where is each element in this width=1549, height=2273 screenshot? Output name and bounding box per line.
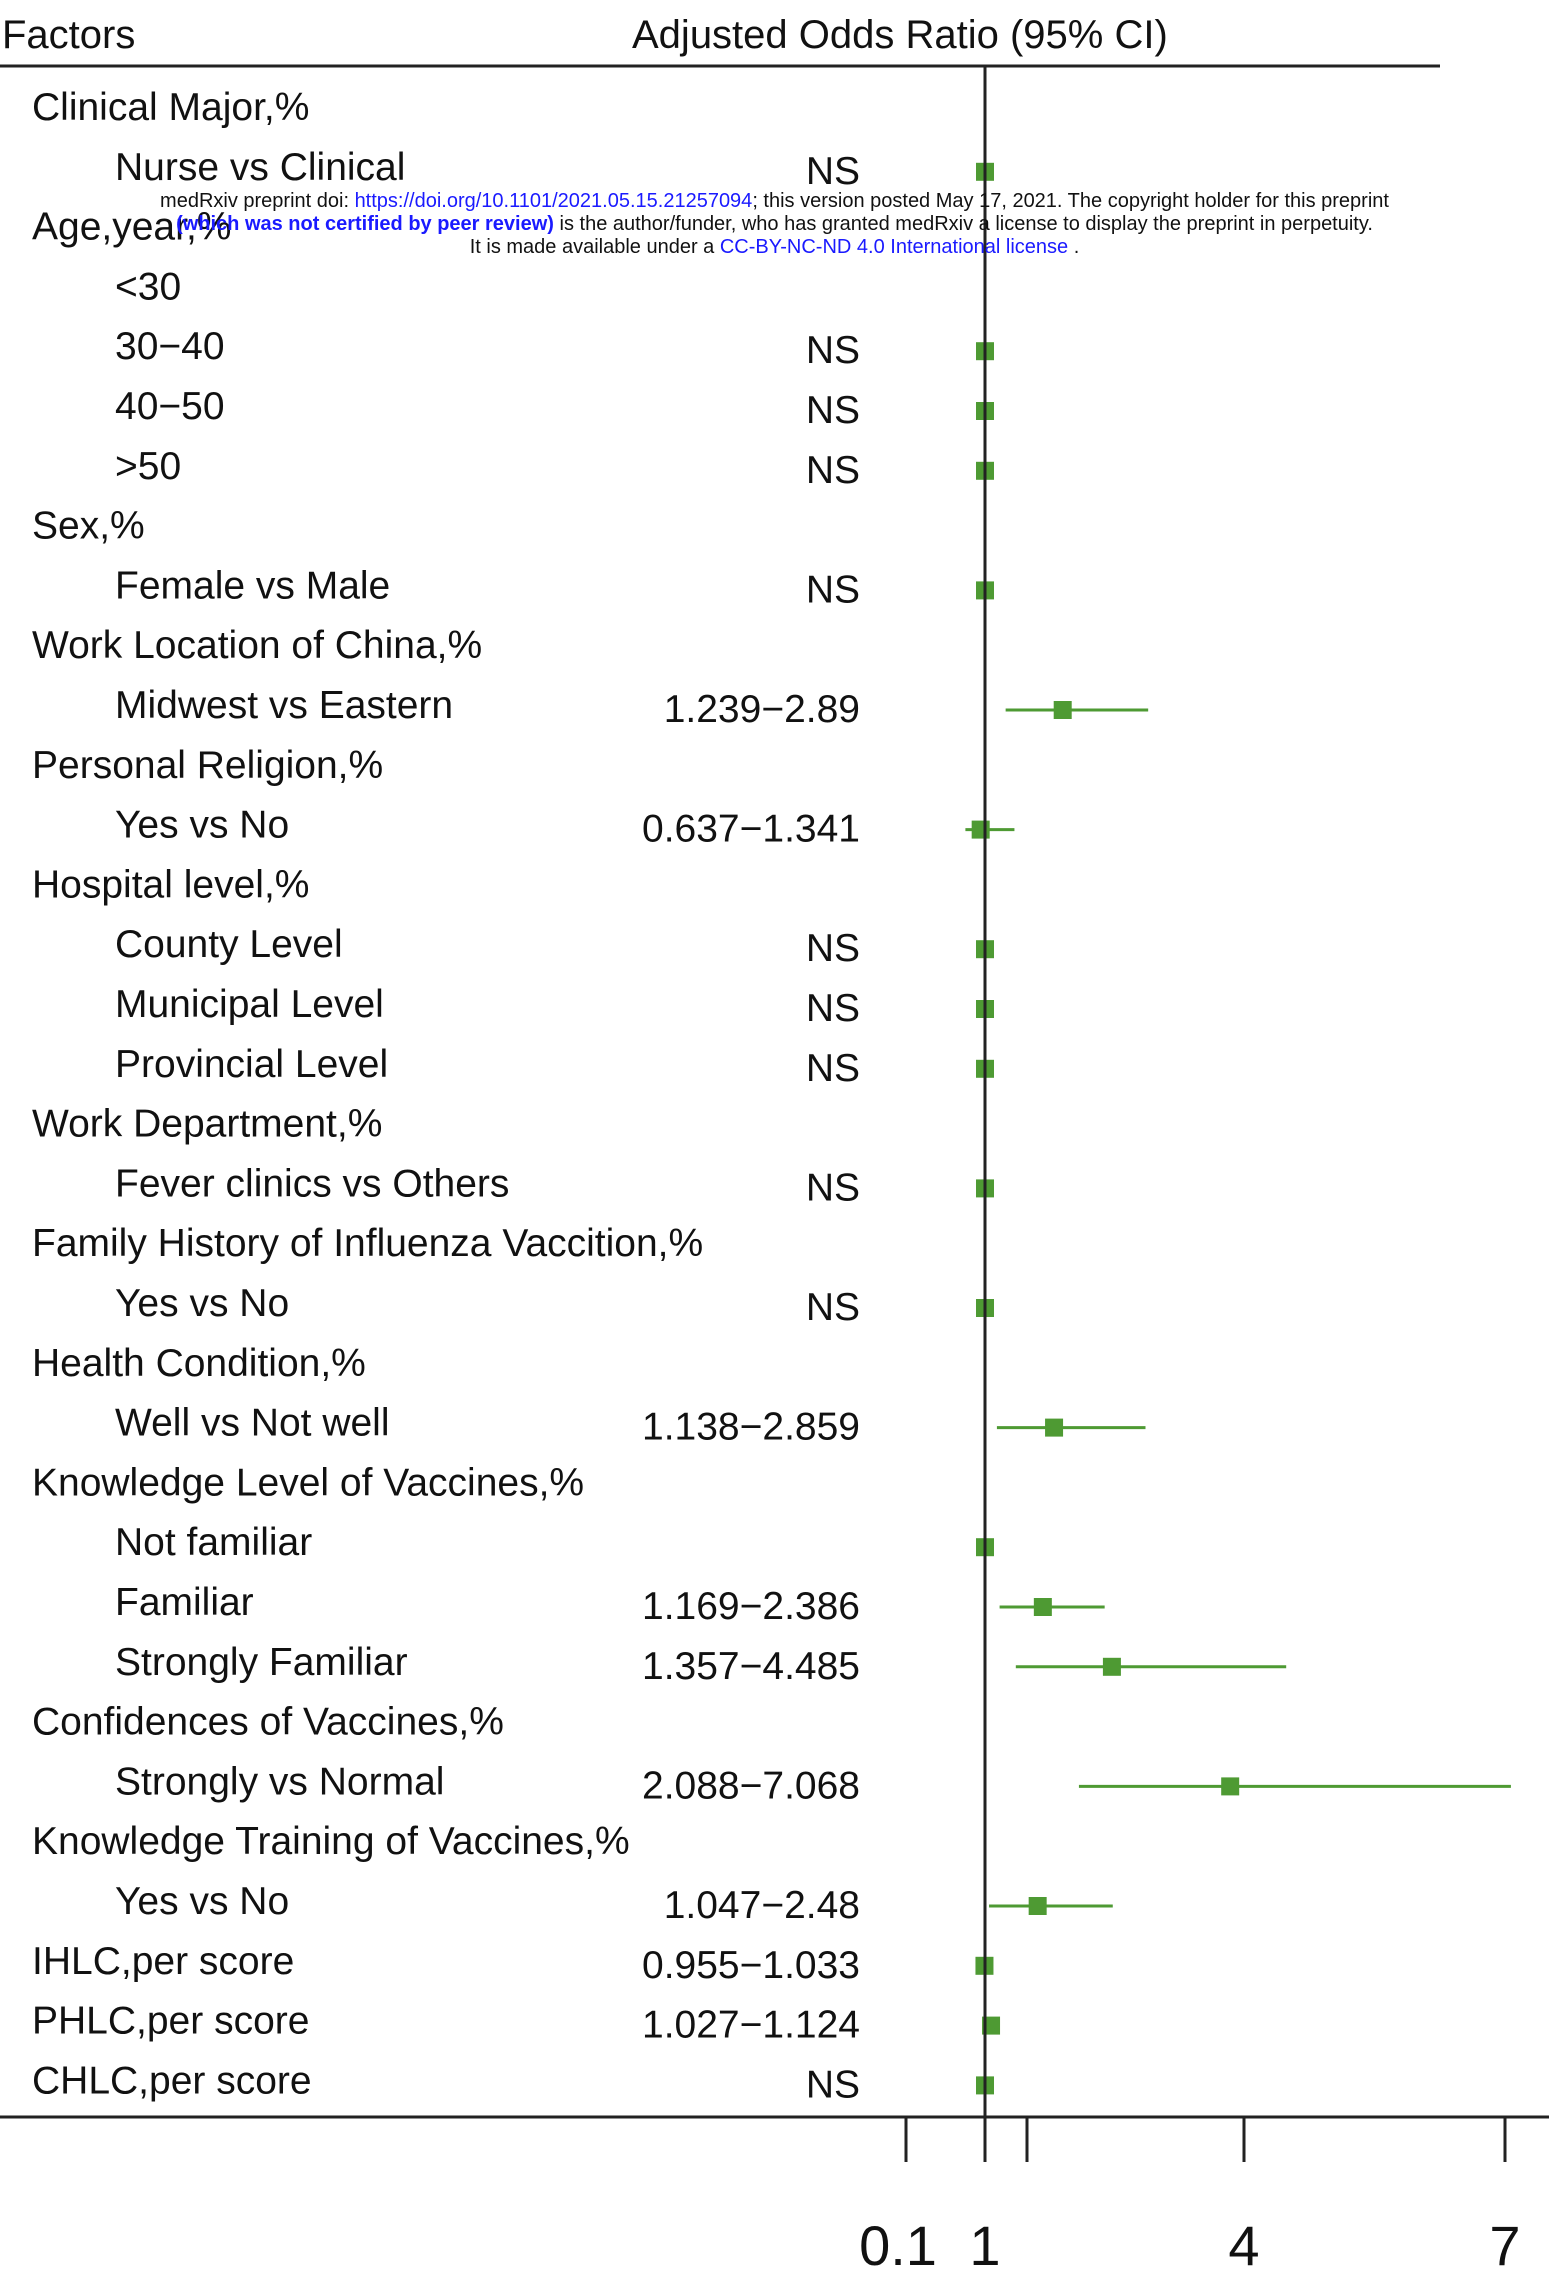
category-label: Work Location of China,%: [32, 624, 482, 667]
row-label: 30−40: [115, 325, 225, 368]
ci-label: 2.088−7.068: [642, 1764, 860, 1807]
category-label: Family History of Influenza Vaccition,%: [32, 1222, 703, 1265]
category-label: Work Department,%: [32, 1103, 382, 1146]
ci-label: NS: [806, 1286, 860, 1329]
ci-label: 0.637−1.341: [642, 808, 860, 851]
odds-ratio-point: [1102, 1657, 1121, 1676]
category-label: Knowledge Level of Vaccines,%: [32, 1461, 584, 1504]
row-label: Strongly Familiar: [115, 1641, 408, 1684]
header-measure: Adjusted Odds Ratio (95% CI): [632, 13, 1168, 57]
ci-label: NS: [806, 449, 860, 492]
category-label: Sex,%: [32, 505, 145, 548]
category-label: Health Condition,%: [32, 1342, 366, 1385]
ci-label: NS: [806, 1047, 860, 1090]
forest-marks: [965, 162, 1511, 2095]
row-label: Not familiar: [115, 1521, 312, 1564]
x-tick-label: 4: [1228, 2214, 1259, 2273]
odds-ratio-point: [1033, 1598, 1052, 1616]
row-label: Familiar: [115, 1581, 254, 1624]
ci-label: 1.357−4.485: [642, 1645, 860, 1688]
ci-label: 1.239−2.89: [664, 688, 860, 731]
ci-label: 1.027−1.124: [642, 2004, 860, 2047]
category-label: Personal Religion,%: [32, 744, 383, 787]
ci-label: NS: [806, 987, 860, 1030]
row-label: County Level: [115, 923, 343, 966]
ci-label: NS: [806, 150, 860, 193]
ci-label: NS: [806, 1166, 860, 1209]
odds-ratio-point: [1053, 701, 1072, 719]
row-label: Yes vs No: [115, 804, 289, 847]
row-label: PHLC,per score: [32, 2000, 309, 2043]
row-label: Fever clinics vs Others: [115, 1162, 509, 1205]
ci-label: 1.047−2.48: [664, 1884, 860, 1927]
category-label: Hospital level,%: [32, 863, 309, 906]
row-label: >50: [115, 445, 181, 488]
ci-label: NS: [806, 2063, 860, 2106]
odds-ratio-point: [1221, 1777, 1240, 1796]
category-label: Clinical Major,%: [32, 86, 309, 129]
odds-ratio-point: [982, 2016, 1001, 2035]
ci-label: NS: [806, 568, 860, 611]
row-label: 40−50: [115, 385, 225, 428]
row-label: Well vs Not well: [115, 1402, 390, 1445]
category-label: Age,year,%: [32, 206, 231, 249]
ci-label: NS: [806, 329, 860, 372]
row-label: Strongly vs Normal: [115, 1760, 444, 1803]
row-label: Nurse vs Clinical: [115, 146, 405, 189]
ci-label: 1.169−2.386: [642, 1585, 860, 1628]
row-label: Provincial Level: [115, 1043, 388, 1086]
row-label: Municipal Level: [115, 983, 384, 1026]
x-tick-label: 7: [1489, 2214, 1520, 2273]
row-label: Midwest vs Eastern: [115, 684, 453, 727]
header-factors: Factors: [2, 13, 135, 57]
row-label: CHLC,per score: [32, 2059, 312, 2102]
x-tick-label: 1: [969, 2214, 1000, 2273]
forest-rows: Clinical Major,% Nurse vs Clinical NS Age,y…: [32, 86, 860, 2106]
odds-ratio-point: [1028, 1897, 1047, 1915]
ci-label: NS: [806, 389, 860, 432]
row-label: <30: [115, 265, 181, 308]
category-label: Confidences of Vaccines,%: [32, 1701, 504, 1744]
row-label: Yes vs No: [115, 1880, 289, 1923]
row-label: Yes vs No: [115, 1282, 289, 1325]
ci-label: 0.955−1.033: [642, 1944, 860, 1987]
odds-ratio-point: [971, 820, 990, 839]
ci-label: NS: [806, 927, 860, 970]
x-axis: 0.1 1 4 7: [859, 2117, 1521, 2273]
odds-ratio-point: [1045, 1418, 1064, 1437]
ci-label: 1.138−2.859: [642, 1406, 860, 1449]
row-label: Female vs Male: [115, 564, 390, 607]
category-label: Knowledge Training of Vaccines,%: [32, 1820, 630, 1863]
x-tick-label: 0.1: [859, 2214, 937, 2273]
row-label: IHLC,per score: [32, 1940, 294, 1983]
